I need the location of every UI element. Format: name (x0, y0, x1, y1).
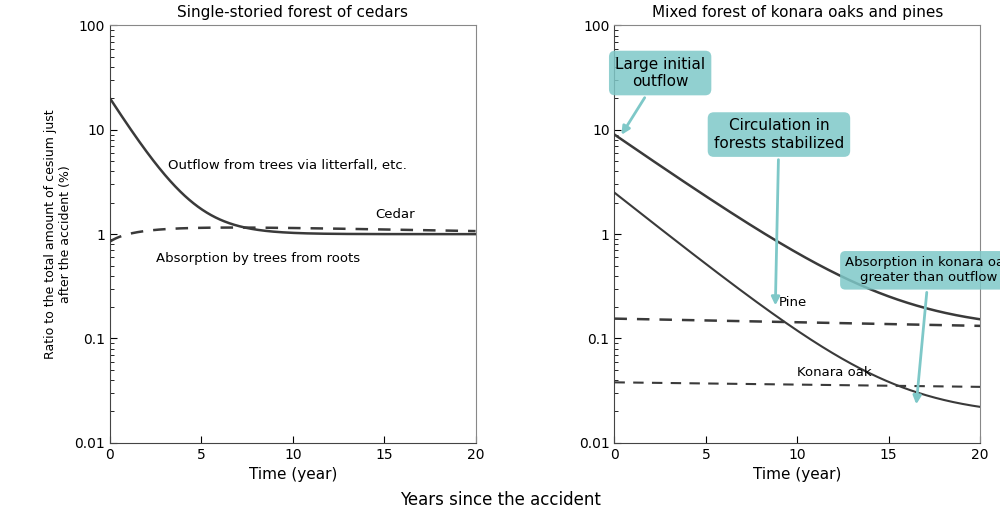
Title: Mixed forest of konara oaks and pines: Mixed forest of konara oaks and pines (652, 5, 943, 20)
Text: Absorption in konara oak
greater than outflow: Absorption in konara oak greater than ou… (845, 257, 1000, 401)
X-axis label: Time (year): Time (year) (249, 467, 337, 482)
X-axis label: Time (year): Time (year) (753, 467, 841, 482)
Y-axis label: Ratio to the total amount of cesium just
after the accident (%): Ratio to the total amount of cesium just… (44, 109, 72, 359)
Text: Large initial
outflow: Large initial outflow (615, 57, 705, 132)
Text: Absorption by trees from roots: Absorption by trees from roots (156, 252, 360, 265)
Text: Konara oak: Konara oak (797, 366, 872, 379)
Text: Cedar: Cedar (375, 208, 415, 221)
Text: Pine: Pine (779, 296, 807, 309)
Text: Outflow from trees via litterfall, etc.: Outflow from trees via litterfall, etc. (168, 159, 407, 173)
Text: Circulation in
forests stabilized: Circulation in forests stabilized (714, 119, 844, 302)
Text: Years since the accident: Years since the accident (400, 491, 600, 509)
Title: Single-storied forest of cedars: Single-storied forest of cedars (177, 5, 408, 20)
